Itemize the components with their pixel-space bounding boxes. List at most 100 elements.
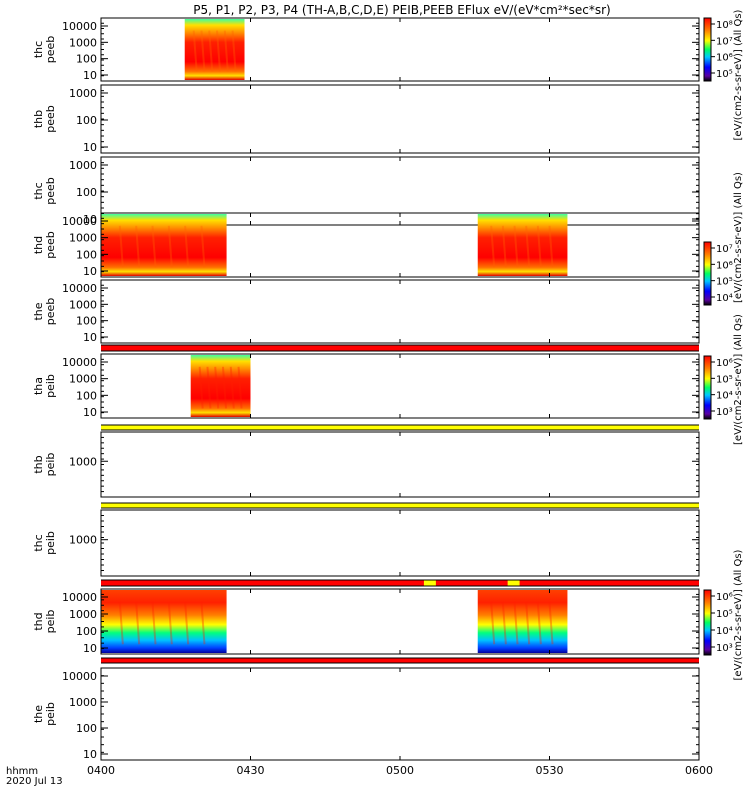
panel-ylabel: peeb [44, 177, 57, 205]
band-streak [184, 601, 190, 645]
band-streak [221, 366, 227, 409]
time-axis-label-date: 2020 Jul 13 [6, 776, 63, 787]
panel-ytick-label: 100 [76, 722, 97, 735]
colorbar-cb4: 10⁶ 10⁵ 10⁴ 10³ [eV/(cm2-s-sr-eV)] (All Qs) [703, 549, 744, 680]
band-streak [548, 225, 554, 268]
colorbar-cb1: 10⁸ 10⁷ 10⁶ 10⁵ [eV/(cm2-s-sr-eV)] (All Qs) [703, 9, 744, 140]
colorbar-gradient [703, 17, 712, 82]
spectrogram-band-thd_peib-0 [101, 590, 227, 653]
time-tick-label: 0500 [386, 764, 414, 777]
colorbar-label: [eV/(cm2-s-sr-eV)] (All Qs) [733, 9, 744, 140]
colorbar-tick-label: 10⁶ [716, 260, 733, 271]
time-axis: 0400 0430 0500 0530 0600 [87, 764, 713, 777]
panel-ylabel: thd [32, 236, 45, 254]
panel-ylabel: thb [32, 455, 45, 473]
colorbar-tick-label: 10³ [716, 643, 733, 654]
panel-ylabel: peib [44, 374, 57, 398]
band-streak [223, 30, 229, 72]
panel-ylabel: thc [32, 41, 45, 58]
band-streak [216, 30, 222, 72]
spectrogram-band-tha_peib-0 [190, 355, 251, 417]
band-streak [237, 366, 243, 409]
colorbar-tick-label: 10⁴ [716, 293, 733, 304]
time-tick-label: 0400 [87, 764, 115, 777]
panel-ytick-label: 10000 [62, 591, 97, 604]
panel-ytick-label: 10 [83, 642, 97, 655]
panel-ylabel: peib [44, 610, 57, 634]
panel-thb_peib: 1000 thb peib [32, 431, 700, 498]
band-streak [513, 601, 519, 645]
band-streak [200, 30, 206, 72]
band-streak [206, 366, 212, 409]
band-streak [135, 601, 141, 645]
panel-ytick-label: 10000 [62, 356, 97, 369]
band-streak [513, 225, 519, 268]
coverage-strip [101, 425, 699, 430]
panel-ytick-label: 100 [76, 315, 97, 328]
band-streak [208, 30, 214, 72]
panel-thc_peib: 1000 thc peib [32, 509, 700, 577]
panel-ytick-label: 1000 [69, 373, 97, 386]
panel-ylabel: peib [44, 702, 57, 726]
colorbar-tick-label: 10⁵ [716, 609, 733, 620]
band-streak [118, 225, 124, 268]
panel-thb_peeb: 1000 100 10 thb peeb [32, 84, 700, 154]
band-streak [229, 366, 235, 409]
spectrogram-band-thd_peeb-1 [477, 214, 568, 276]
panel-the_peib: 10000 1000 100 10 the peib [32, 667, 700, 761]
panel-ytick-label: 10 [83, 213, 97, 226]
colorbar-tick-label: 10⁷ [716, 244, 733, 255]
panel-ytick-label: 100 [76, 248, 97, 261]
panel-ytick-label: 10000 [62, 20, 97, 33]
panel-ytick-label: 1000 [69, 534, 97, 547]
panel-ytick-label: 1000 [69, 696, 97, 709]
colorbar-cb2: 10⁷ 10⁶ 10⁵ 10⁴ [eV/(cm2-s-sr-eV)] (All Qs) [703, 172, 744, 306]
colorbar-gradient [703, 355, 712, 420]
panel-ytick-label: 10000 [62, 670, 97, 683]
panel-ytick-label: 1000 [69, 36, 97, 49]
band-streak [501, 225, 507, 268]
band-streak [536, 225, 542, 268]
panel-ytick-label: 1000 [69, 232, 97, 245]
colorbar-cb3: 10⁶ 10⁵ 10⁴ 10³ [eV/(cm2-s-sr-eV)] (All Qs) [703, 314, 744, 445]
band-streak [536, 601, 542, 645]
band-streak [135, 225, 141, 268]
colorbar-tick-label: 10⁵ [716, 277, 733, 288]
band-streak [151, 601, 157, 645]
panel-frame-thc_peib [100, 509, 700, 577]
panel-ytick-label: 100 [76, 625, 97, 638]
band-streak [198, 366, 204, 409]
panel-ytick-label: 100 [76, 186, 97, 199]
band-streak [231, 30, 237, 72]
panel-ytick-label: 10 [83, 406, 97, 419]
coverage-strip [101, 503, 699, 508]
panel-ytick-label: 10000 [62, 282, 97, 295]
colorbar-tick-label: 10⁶ [716, 358, 733, 369]
colorbar-label: [eV/(cm2-s-sr-eV)] (All Qs) [733, 314, 744, 445]
panel-ytick-label: 1000 [69, 87, 97, 100]
band-streak [200, 225, 206, 268]
panel-ytick-label: 100 [76, 53, 97, 66]
colorbar-tick-label: 10⁵ [716, 374, 733, 385]
band-streak [200, 601, 206, 645]
panel-ylabel: peib [44, 531, 57, 555]
time-tick-label: 0430 [237, 764, 265, 777]
colorbar-tick-label: 10⁴ [716, 391, 733, 402]
colorbar-tick-label: 10⁶ [716, 53, 733, 64]
panel-frame-the_peib [100, 667, 700, 761]
panel-ytick-label: 10 [83, 265, 97, 278]
panel-ylabel: tha [32, 377, 45, 395]
panel-ylabel: thc [32, 182, 45, 199]
panel-ytick-label: 100 [76, 389, 97, 402]
panel-ytick-label: 10 [83, 69, 97, 82]
colorbar-label: [eV/(cm2-s-sr-eV)] (All Qs) [733, 172, 744, 303]
panel-ylabel: peeb [44, 105, 57, 133]
band-streak [490, 601, 496, 645]
band-streak [118, 601, 124, 645]
spectrogram-band-thd_peeb-0 [101, 214, 227, 276]
panel-tha_peib: 10000 1000 100 10 tha peib [32, 353, 700, 419]
panel-ylabel: the [32, 302, 45, 320]
panel-frame-the_peeb [100, 279, 700, 344]
